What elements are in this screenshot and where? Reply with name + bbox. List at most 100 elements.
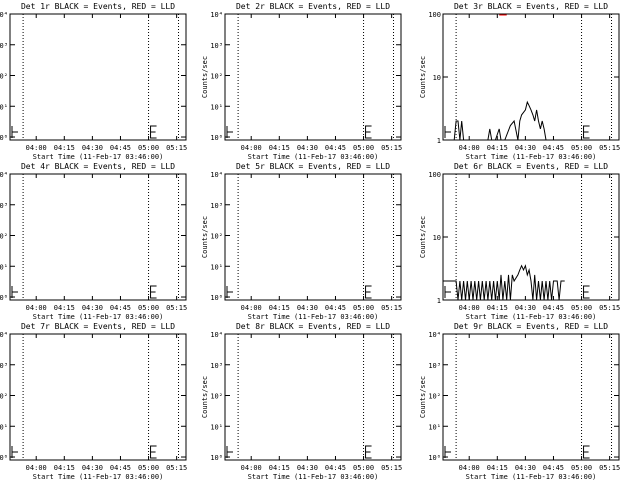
x-tick-label: 04:00 <box>241 144 262 152</box>
y-tick-label: 10 <box>433 234 441 242</box>
y-tick-label: 10³ <box>210 202 223 210</box>
y-tick-label: 10⁰ <box>210 134 223 142</box>
chart-title: Det 3r BLACK = Events, RED = LLD <box>454 2 608 11</box>
x-tick-label: 04:45 <box>543 464 564 472</box>
y-tick-label: 10² <box>0 233 8 241</box>
x-axis-label: Start Time (11-Feb-17 03:46:00) <box>466 153 597 161</box>
event-marker <box>583 285 590 299</box>
x-tick-label: 04:45 <box>543 304 564 312</box>
start-marker <box>11 286 18 298</box>
y-tick-label: 10¹ <box>0 103 8 111</box>
y-tick-label: 10⁴ <box>0 171 8 179</box>
chart-title: Det 2r BLACK = Events, RED = LLD <box>236 2 390 11</box>
chart-panel-7: Det 7r BLACK = Events, RED = LLD 10⁰ 10¹ 10… <box>0 322 187 480</box>
plot-frame <box>224 333 402 461</box>
y-tick-label: 100 <box>428 11 441 19</box>
y-tick-label: 10² <box>0 73 8 81</box>
y-tick-label: 10⁴ <box>210 171 223 179</box>
x-tick-label: 05:15 <box>166 304 187 312</box>
event-marker <box>365 445 372 459</box>
y-axis-label: Counts/sec <box>201 376 209 418</box>
x-tick-label: 04:15 <box>54 304 75 312</box>
y-tick-label: 10³ <box>428 362 441 370</box>
x-tick-label: 04:15 <box>269 304 290 312</box>
y-tick-label: 10³ <box>0 202 8 210</box>
y-tick-label: 1 <box>437 297 441 305</box>
x-tick-label: 04:00 <box>26 144 47 152</box>
y-tick-label: 10² <box>210 73 223 81</box>
x-tick-label: 05:15 <box>166 464 187 472</box>
chart-panel-5: Det 5r BLACK = Events, RED = LLD 10⁰ 10¹ 10… <box>201 162 402 321</box>
x-tick-label: 04:45 <box>110 464 131 472</box>
x-tick-label: 05:00 <box>138 304 159 312</box>
y-tick-label: 100 <box>428 171 441 179</box>
event-marker <box>365 125 372 139</box>
y-tick-label: 10⁰ <box>210 454 223 462</box>
y-tick-label: 10⁰ <box>210 294 223 302</box>
x-axis-label: Start Time (11-Feb-17 03:46:00) <box>248 153 379 161</box>
chart-panel-3: Det 3r BLACK = Events, RED = LLD 1 10 100 04… <box>419 2 620 161</box>
x-tick-label: 04:30 <box>297 304 318 312</box>
x-tick-label: 04:45 <box>110 304 131 312</box>
y-tick-label: 1 <box>437 137 441 145</box>
x-tick-label: 04:30 <box>515 464 536 472</box>
chart-title: Det 9r BLACK = Events, RED = LLD <box>454 322 608 331</box>
x-tick-label: 04:30 <box>515 304 536 312</box>
chart-title: Det 8r BLACK = Events, RED = LLD <box>236 322 390 331</box>
start-marker <box>11 446 18 458</box>
x-tick-label: 05:15 <box>166 144 187 152</box>
x-axis-label: Start Time (11-Feb-17 03:46:00) <box>466 473 597 480</box>
event-marker <box>583 445 590 459</box>
event-marker <box>150 445 157 459</box>
event-marker <box>150 285 157 299</box>
plot-frame <box>224 173 402 301</box>
start-marker <box>226 126 233 138</box>
y-tick-label: 10³ <box>0 362 8 370</box>
x-tick-label: 04:00 <box>241 464 262 472</box>
y-tick-label: 10⁰ <box>428 454 441 462</box>
y-axis-label: Counts/sec <box>419 56 427 98</box>
x-tick-label: 05:00 <box>353 464 374 472</box>
y-tick-label: 10 <box>433 74 441 82</box>
chart-title: Det 4r BLACK = Events, RED = LLD <box>21 162 175 171</box>
y-tick-label: 10⁴ <box>428 331 441 339</box>
event-marker <box>583 125 590 139</box>
plot-frame <box>224 13 402 141</box>
x-tick-label: 05:00 <box>571 464 592 472</box>
x-axis-label: Start Time (11-Feb-17 03:46:00) <box>466 313 597 321</box>
y-axis-label: Counts/sec <box>201 216 209 258</box>
y-axis-label: Counts/sec <box>419 376 427 418</box>
x-tick-label: 04:00 <box>241 304 262 312</box>
start-marker <box>226 286 233 298</box>
y-tick-label: 10¹ <box>0 263 8 271</box>
y-tick-label: 10⁴ <box>0 331 8 339</box>
x-tick-label: 04:45 <box>325 304 346 312</box>
x-tick-label: 05:00 <box>571 304 592 312</box>
x-tick-label: 04:30 <box>515 144 536 152</box>
x-tick-label: 05:00 <box>571 144 592 152</box>
x-tick-label: 04:15 <box>487 304 508 312</box>
x-tick-label: 05:15 <box>599 464 620 472</box>
plot-frame <box>9 333 187 461</box>
chart-title: Det 6r BLACK = Events, RED = LLD <box>454 162 608 171</box>
chart-title: Det 7r BLACK = Events, RED = LLD <box>21 322 175 331</box>
x-tick-label: 04:15 <box>269 464 290 472</box>
x-tick-label: 04:15 <box>487 464 508 472</box>
y-tick-label: 10⁴ <box>210 11 223 19</box>
start-marker <box>444 446 451 458</box>
chart-title: Det 1r BLACK = Events, RED = LLD <box>21 2 175 11</box>
x-tick-label: 04:15 <box>269 144 290 152</box>
x-tick-label: 04:00 <box>459 304 480 312</box>
x-tick-label: 05:15 <box>599 144 620 152</box>
x-tick-label: 05:00 <box>138 144 159 152</box>
x-tick-label: 05:00 <box>353 304 374 312</box>
chart-panel-9: Det 9r BLACK = Events, RED = LLD 10⁰ 10¹ 10… <box>419 322 620 480</box>
x-tick-label: 04:30 <box>297 464 318 472</box>
x-axis-label: Start Time (11-Feb-17 03:46:00) <box>33 473 164 480</box>
x-tick-label: 04:45 <box>325 144 346 152</box>
x-axis-label: Start Time (11-Feb-17 03:46:00) <box>248 473 379 480</box>
x-axis-label: Start Time (11-Feb-17 03:46:00) <box>33 153 164 161</box>
y-tick-label: 10¹ <box>210 103 223 111</box>
chart-panel-8: Det 8r BLACK = Events, RED = LLD 10⁰ 10¹ 10… <box>201 322 402 480</box>
plot-frame <box>442 13 620 141</box>
